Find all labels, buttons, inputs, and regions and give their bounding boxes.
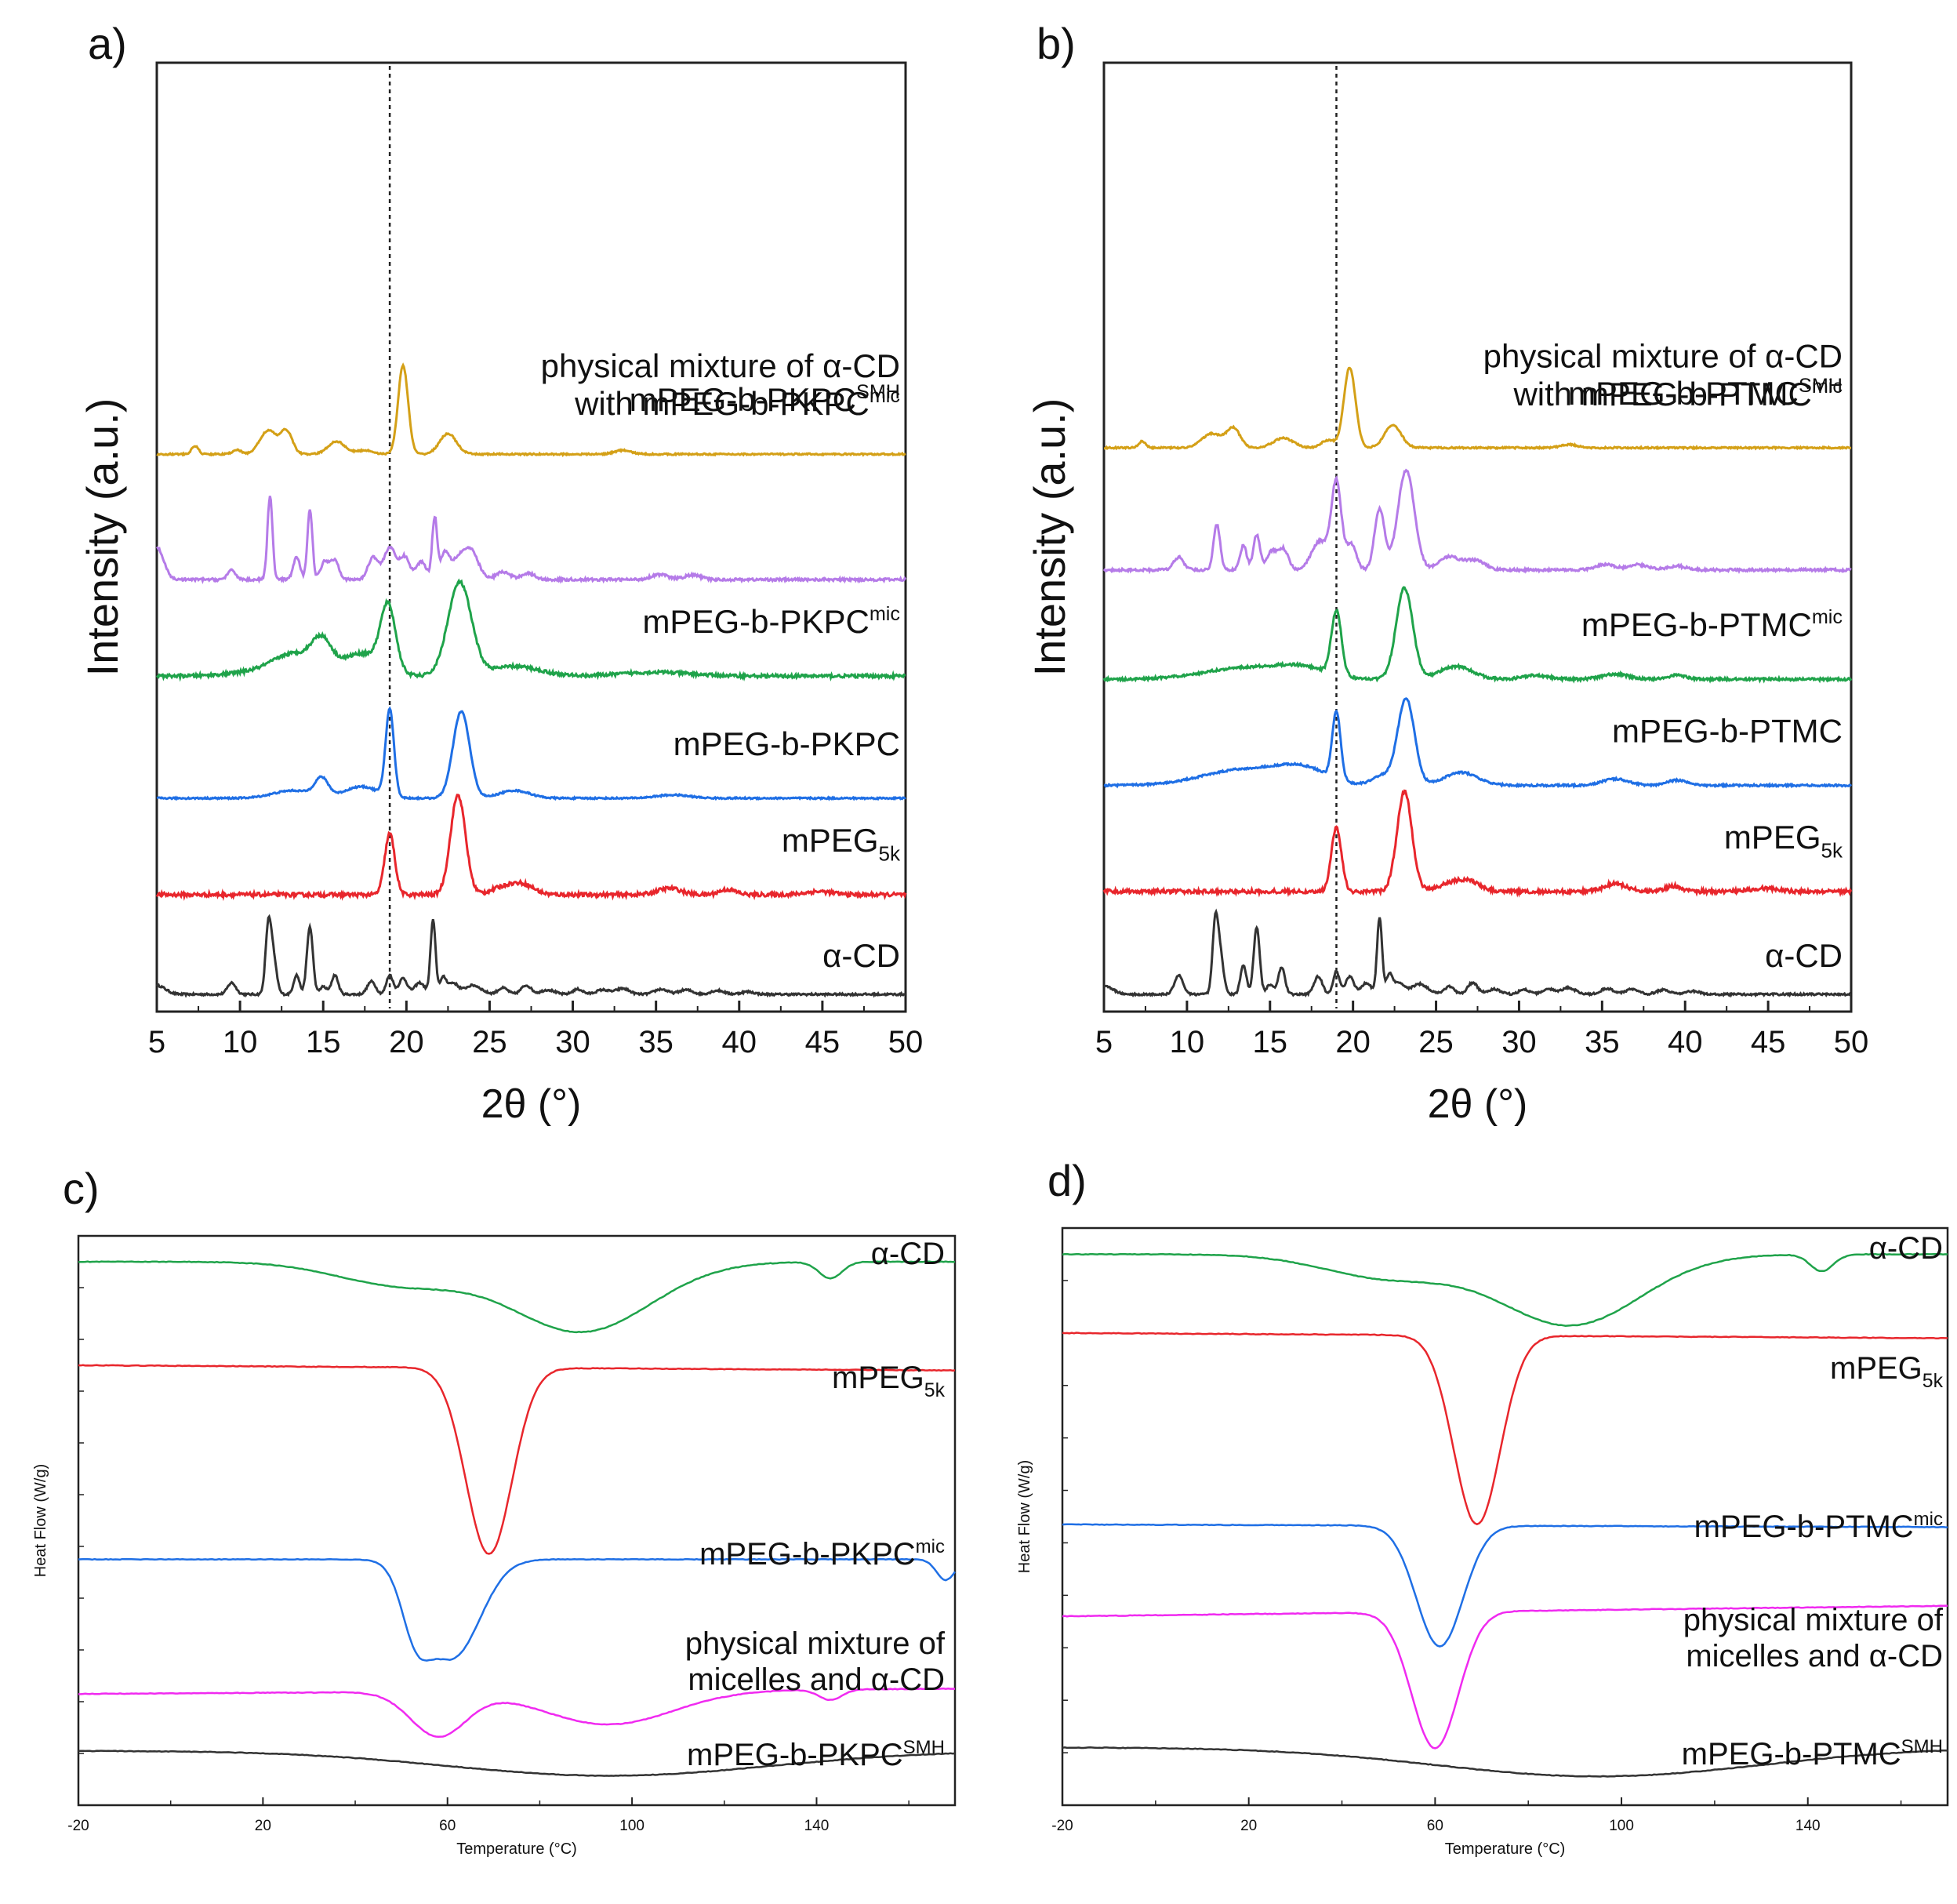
- x-axis-title: Temperature (°C): [1445, 1840, 1566, 1858]
- x-tick-label: 30: [1501, 1025, 1537, 1059]
- plot-frame: [1102, 61, 1853, 1013]
- series-line-2: [78, 1557, 957, 1662]
- series-label-4-line1: physical mixture of α-CD: [1483, 338, 1843, 375]
- y-axis-title: Intensity (a.u.): [78, 398, 127, 677]
- series-line-1: [1102, 789, 1853, 898]
- x-tick-label: 20: [389, 1025, 424, 1059]
- series-line-1: [1062, 1332, 1948, 1526]
- series-label-4-line1: physical mixture of α-CD: [541, 347, 900, 384]
- x-tick-label: 25: [1418, 1025, 1454, 1059]
- plot-frame: [155, 61, 907, 1013]
- series-label-4: mPEG-b-PKPCSMH: [687, 1737, 945, 1772]
- series-label-0: α-CD: [822, 937, 900, 974]
- y-axis-title: Intensity (a.u.): [1025, 398, 1074, 677]
- series-label-3: mPEG-b-PKPCmic: [642, 603, 900, 640]
- series-line-1: [78, 1364, 956, 1555]
- panel-label: d): [1047, 1156, 1087, 1205]
- x-tick-label: 10: [223, 1025, 258, 1059]
- series-line-2: [1062, 1523, 1948, 1648]
- x-tick-label: 35: [1585, 1025, 1620, 1059]
- x-tick-label: 35: [638, 1025, 674, 1059]
- x-tick-label: 5: [148, 1025, 165, 1059]
- series-label-3-line2: micelles and α-CD: [1686, 1639, 1943, 1673]
- x-tick-label: 140: [1795, 1818, 1821, 1834]
- x-tick-label: 15: [306, 1025, 341, 1059]
- x-tick-label: 45: [1751, 1025, 1786, 1059]
- x-axis-title: 2θ (°): [481, 1081, 582, 1127]
- series-label-0: α-CD: [1765, 937, 1843, 974]
- series-label-1: mPEG5k: [832, 1361, 946, 1401]
- series-line-0: [78, 1260, 956, 1334]
- x-tick-label: 25: [472, 1025, 507, 1059]
- series-line-4: [1102, 468, 1852, 575]
- series-line-3: [1062, 1604, 1948, 1750]
- series-line-4: [1062, 1746, 1948, 1778]
- x-tick-label: 50: [1834, 1025, 1869, 1059]
- x-tick-label: 10: [1170, 1025, 1205, 1059]
- series-line-5: [156, 362, 906, 458]
- series-label-0: α-CD: [1869, 1231, 1943, 1266]
- series-label-1: mPEG5k: [1830, 1351, 1944, 1392]
- series-line-5: [1104, 366, 1851, 451]
- x-tick-label: 20: [255, 1818, 271, 1834]
- series-label-3: mPEG-b-PTMCmic: [1581, 606, 1843, 643]
- series-label-1: mPEG5k: [782, 822, 901, 866]
- y-axis-title: Heat Flow (W/g): [1016, 1460, 1033, 1573]
- series-line-3: [78, 1687, 955, 1739]
- x-tick-label: 140: [804, 1818, 830, 1834]
- x-tick-label: 45: [805, 1025, 841, 1059]
- series-label-2: mPEG-b-PTMCmic: [1694, 1509, 1943, 1544]
- panel-b-xrd-chart: b) 5 10 15 20 25 30 35 40 45 50 2θ (°) Intensity (a.…: [1025, 19, 1868, 1127]
- plot-frame: [1061, 1226, 1949, 1807]
- x-axis-title: 2θ (°): [1428, 1081, 1528, 1127]
- series-line-3: [155, 578, 906, 682]
- series-line-4: [78, 1750, 956, 1777]
- x-tick-label: 20: [1240, 1818, 1257, 1834]
- series-label-2: mPEG-b-PKPCmic: [699, 1536, 945, 1572]
- panel-d-dsc-chart: d) -20 20 60 100 140 Temperature (°C) Heat Flow…: [1016, 1156, 1949, 1858]
- series-line-0: [155, 914, 906, 998]
- series-label-2: mPEG-b-PKPC: [674, 725, 900, 762]
- series-label-1: mPEG5k: [1724, 819, 1843, 863]
- y-axis-title: Heat Flow (W/g): [32, 1464, 49, 1577]
- plot-frame: [77, 1234, 957, 1807]
- series-label-5: mPEG-b-PTMCSMH: [1568, 375, 1843, 412]
- x-tick-label: -20: [1051, 1818, 1073, 1834]
- series-label-4-line2: with mPEG-b-PTMCmic: [1512, 376, 1843, 412]
- series-label-2: mPEG-b-PTMC: [1612, 713, 1843, 750]
- x-tick-label: 15: [1253, 1025, 1288, 1059]
- x-tick-label: 60: [1427, 1818, 1443, 1834]
- x-tick-label: -20: [67, 1818, 89, 1834]
- x-tick-label: 40: [722, 1025, 757, 1059]
- x-axis-title: Temperature (°C): [456, 1840, 577, 1858]
- panel-c-dsc-chart: c) -20 20 60 100 140 Temperature (°C) Heat Flow…: [32, 1164, 957, 1858]
- x-tick-label: 40: [1668, 1025, 1703, 1059]
- series-label-3-line2: micelles and α-CD: [688, 1662, 945, 1697]
- x-tick-label: 30: [555, 1025, 590, 1059]
- panel-a-xrd-chart: a) 5 10 15 20 25 30 35 40 45 50 2θ (°) Intensity (a.…: [78, 19, 923, 1127]
- series-line-2: [1103, 697, 1853, 790]
- x-tick-label: 50: [888, 1025, 924, 1059]
- series-label-3-line1: physical mixture of: [1683, 1603, 1944, 1637]
- x-tick-label: 100: [1609, 1818, 1634, 1834]
- series-line-2: [156, 706, 906, 801]
- panel-label: a): [88, 19, 127, 68]
- x-tick-label: 5: [1095, 1025, 1113, 1059]
- x-tick-label: 20: [1335, 1025, 1371, 1059]
- series-line-1: [155, 794, 907, 902]
- x-tick-label: 60: [439, 1818, 456, 1834]
- series-label-3-line1: physical mixture of: [685, 1626, 946, 1661]
- x-tick-label: 100: [619, 1818, 644, 1834]
- series-label-0: α-CD: [871, 1237, 945, 1271]
- series-label-4: mPEG-b-PTMCSMH: [1682, 1736, 1943, 1771]
- series-line-3: [1102, 586, 1853, 684]
- series-label-5: mPEG-b-PKPCSMH: [630, 381, 900, 418]
- series-label-4-line2: with mPEG-b-PKPCmic: [574, 385, 900, 422]
- series-line-0: [1103, 908, 1852, 998]
- series-line-0: [1062, 1252, 1948, 1327]
- series-line-4: [155, 496, 907, 584]
- panel-label: b): [1037, 19, 1076, 68]
- panel-label: c): [63, 1164, 100, 1213]
